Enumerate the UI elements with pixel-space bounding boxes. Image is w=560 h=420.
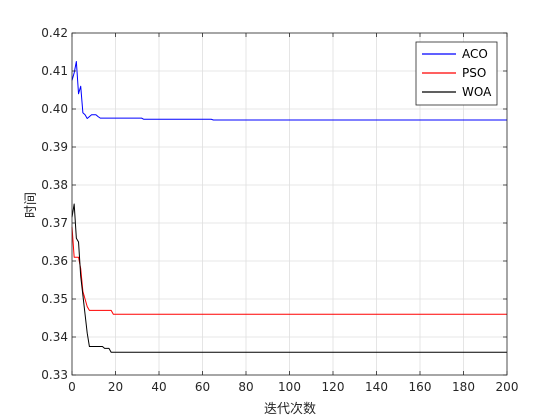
ticks: 0 20 40 60 80 100 120 140 160 180 200 0.33 0.34 0.35 0… — [41, 26, 518, 394]
y-tick-label: 0.37 — [41, 216, 68, 230]
x-tick-label: 0 — [68, 380, 76, 394]
y-tick-label: 0.36 — [41, 254, 68, 268]
x-tick-label: 120 — [322, 380, 345, 394]
x-tick-label: 40 — [151, 380, 166, 394]
y-tick-label: 0.33 — [41, 368, 68, 382]
x-tick-label: 20 — [108, 380, 123, 394]
y-tick-label: 0.42 — [41, 26, 68, 40]
series-line-woa — [71, 203, 507, 353]
x-tick-label: 180 — [452, 380, 475, 394]
x-tick-label: 140 — [365, 380, 388, 394]
series-line-pso — [71, 226, 507, 315]
y-tick-label: 0.34 — [41, 330, 68, 344]
x-tick-label: 100 — [278, 380, 301, 394]
y-tick-label: 0.39 — [41, 140, 68, 154]
x-tick-label: 60 — [195, 380, 210, 394]
legend-label-pso: PSO — [462, 66, 486, 80]
series-line-aco — [71, 61, 507, 121]
x-tick-label: 160 — [409, 380, 432, 394]
legend-label-woa: WOA — [462, 85, 492, 99]
x-axis-label: 迭代次数 — [264, 401, 316, 417]
y-tick-label: 0.38 — [41, 178, 68, 192]
legend-label-aco: ACO — [462, 47, 488, 61]
y-tick-label: 0.40 — [41, 102, 68, 116]
legend: ACO PSO WOA — [415, 41, 498, 106]
y-axis-label: 时间 — [24, 192, 39, 218]
x-tick-label: 80 — [238, 380, 253, 394]
y-tick-label: 0.41 — [41, 64, 68, 78]
series-group — [71, 61, 507, 353]
y-tick-label: 0.35 — [41, 292, 68, 306]
x-tick-label: 200 — [496, 380, 519, 394]
